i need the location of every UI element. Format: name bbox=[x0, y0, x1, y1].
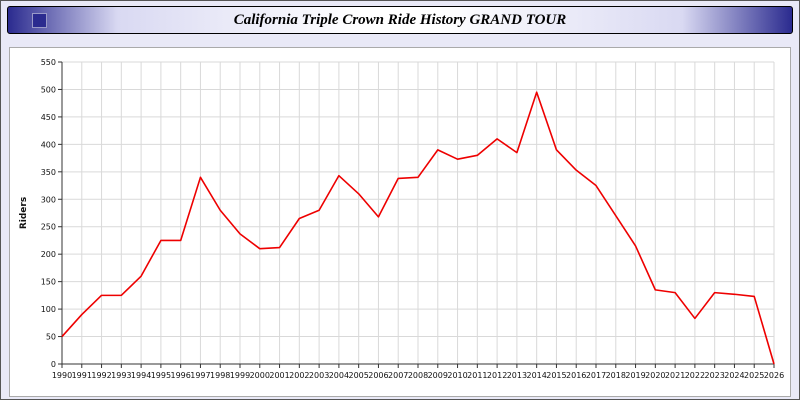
y-axis-label: Riders bbox=[19, 197, 29, 229]
x-tick-label: 1993 bbox=[111, 371, 131, 380]
x-tick-label: 2010 bbox=[447, 371, 467, 380]
chart-title: California Triple Crown Ride History GRA… bbox=[233, 11, 567, 28]
y-tick-label: 550 bbox=[41, 58, 56, 67]
x-tick-label: 2001 bbox=[269, 371, 289, 380]
x-tick-label: 2012 bbox=[487, 371, 507, 380]
x-tick-label: 2000 bbox=[250, 371, 270, 380]
x-tick-label: 2022 bbox=[685, 371, 705, 380]
x-tick-label: 1991 bbox=[72, 371, 92, 380]
x-tick-label: 1992 bbox=[91, 371, 111, 380]
y-tick-label: 200 bbox=[41, 250, 56, 259]
x-tick-label: 2009 bbox=[428, 371, 448, 380]
x-tick-label: 2008 bbox=[408, 371, 428, 380]
window-icon bbox=[32, 12, 47, 28]
x-tick-label: 2005 bbox=[348, 371, 368, 380]
y-tick-label: 50 bbox=[46, 333, 56, 342]
x-tick-label: 2011 bbox=[467, 371, 487, 380]
x-tick-label: 2007 bbox=[388, 371, 408, 380]
riders-series-line bbox=[61, 91, 775, 365]
x-tick-label: 1998 bbox=[210, 371, 230, 380]
x-tick-label: 1994 bbox=[131, 371, 151, 380]
x-tick-label: 1996 bbox=[170, 371, 190, 380]
y-tick-label: 0 bbox=[51, 360, 56, 369]
chart-panel: 0 50 100 150 200 250 300 350 400 450 500 550 1990 199… bbox=[9, 47, 791, 397]
x-tick-label: 2006 bbox=[368, 371, 388, 380]
x-tick-label: 2020 bbox=[645, 371, 665, 380]
x-tick-label: 2025 bbox=[744, 371, 764, 380]
x-tick-label: 2019 bbox=[625, 371, 645, 380]
x-tick-label: 2014 bbox=[526, 371, 546, 380]
x-tick-label: 2004 bbox=[329, 371, 349, 380]
x-tick-label: 2021 bbox=[665, 371, 685, 380]
x-tick-label: 2016 bbox=[566, 371, 586, 380]
x-tick-label: 1995 bbox=[151, 371, 171, 380]
x-tick-label: 1999 bbox=[230, 371, 250, 380]
x-tick-label: 2013 bbox=[507, 371, 527, 380]
x-tick-label: 2003 bbox=[309, 371, 329, 380]
y-tick-label: 250 bbox=[41, 223, 56, 232]
y-tick-label: 350 bbox=[41, 168, 56, 177]
title-bar: California Triple Crown Ride History GRA… bbox=[7, 6, 793, 34]
x-tick-label: 1997 bbox=[190, 371, 210, 380]
x-tick-label: 2018 bbox=[606, 371, 626, 380]
x-tick-label: 2026 bbox=[764, 371, 784, 380]
y-tick-label: 450 bbox=[41, 113, 56, 122]
x-tick-label: 1990 bbox=[52, 371, 72, 380]
y-tick-label: 100 bbox=[41, 305, 56, 314]
x-tick-label: 2023 bbox=[704, 371, 724, 380]
x-tick-label: 2015 bbox=[546, 371, 566, 380]
y-tick-label: 300 bbox=[41, 195, 56, 204]
x-tick-label: 2017 bbox=[586, 371, 606, 380]
y-tick-label: 150 bbox=[41, 278, 56, 287]
x-tick-label: 2002 bbox=[289, 371, 309, 380]
y-tick-label: 500 bbox=[41, 85, 56, 94]
x-tick-label: 2024 bbox=[724, 371, 744, 380]
y-tick-label: 400 bbox=[41, 140, 56, 149]
